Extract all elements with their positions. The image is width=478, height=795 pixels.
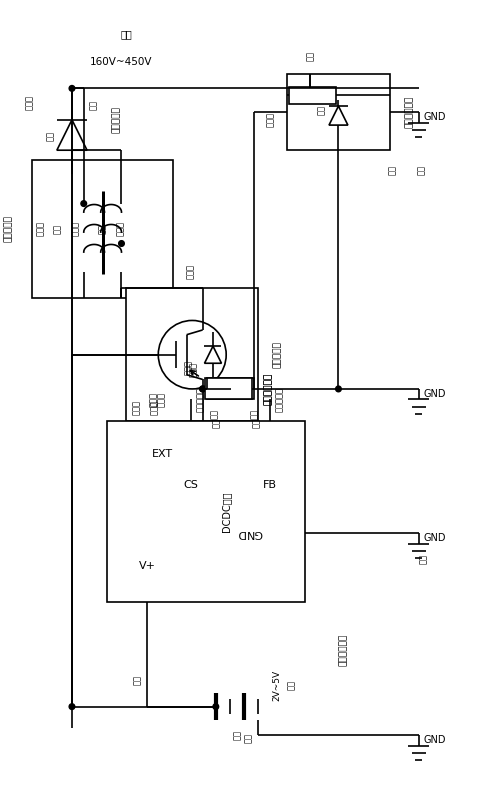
Text: 负极: 负极 — [388, 165, 397, 175]
Bar — [108, 421, 305, 602]
Text: 电流采样极: 电流采样极 — [196, 387, 205, 413]
Text: 160V~450V: 160V~450V — [90, 57, 153, 68]
Text: 正极: 正极 — [210, 409, 219, 419]
Bar — [32, 160, 174, 297]
Bar — [287, 74, 391, 150]
Bar — [207, 378, 254, 399]
Text: 负极: 负极 — [252, 418, 261, 429]
Text: 副边: 副边 — [98, 223, 107, 234]
Text: 变压器单元: 变压器单元 — [4, 215, 13, 242]
Text: 电压采样单元: 电压采样单元 — [405, 96, 413, 128]
Polygon shape — [57, 120, 87, 150]
Circle shape — [69, 86, 75, 91]
Polygon shape — [329, 106, 348, 125]
Text: 输出极: 输出极 — [25, 95, 34, 111]
Text: 输出极: 输出极 — [149, 393, 158, 407]
Text: 开关管单元: 开关管单元 — [272, 341, 282, 368]
Bar — [126, 288, 258, 421]
Circle shape — [81, 200, 87, 207]
Text: 控制极: 控制极 — [150, 400, 159, 414]
Text: 输出极: 输出极 — [186, 264, 196, 279]
Text: 2V~5V: 2V~5V — [272, 669, 282, 700]
Text: 正极: 正极 — [317, 105, 326, 114]
Text: CS: CS — [183, 479, 198, 490]
Text: EXT: EXT — [152, 449, 174, 459]
Text: 原边: 原边 — [54, 223, 62, 234]
Text: 输出极: 输出极 — [71, 221, 80, 236]
Text: 负极: 负极 — [250, 409, 259, 419]
Text: V+: V+ — [139, 560, 155, 571]
Polygon shape — [205, 346, 221, 363]
Text: 负极: 负极 — [419, 554, 428, 564]
Circle shape — [69, 704, 75, 709]
Text: GND: GND — [424, 112, 446, 122]
Text: 输出极: 输出极 — [266, 112, 274, 126]
Text: GND: GND — [424, 735, 446, 745]
Text: 低压电池单元: 低压电池单元 — [338, 634, 348, 665]
Text: 负极: 负极 — [416, 165, 425, 175]
Text: 负极: 负极 — [244, 732, 253, 743]
Text: GND: GND — [237, 529, 263, 538]
Text: 正极: 正极 — [287, 681, 296, 690]
Text: 正极: 正极 — [133, 676, 142, 685]
Text: 输出: 输出 — [120, 29, 132, 39]
Text: 输出极: 输出极 — [189, 363, 198, 378]
Circle shape — [200, 386, 206, 392]
Text: 电压采样极: 电压采样极 — [275, 387, 284, 413]
Circle shape — [200, 386, 206, 392]
Text: 输入极: 输入极 — [132, 400, 141, 414]
Text: 阳极: 阳极 — [46, 131, 55, 141]
Text: 二极管单元: 二极管单元 — [112, 106, 121, 133]
Text: 控制极: 控制极 — [157, 393, 166, 407]
Text: 正极: 正极 — [305, 51, 315, 61]
Circle shape — [213, 704, 218, 709]
Text: 正极: 正极 — [212, 418, 221, 429]
Text: 阴极: 阴极 — [89, 100, 98, 110]
Bar — [205, 378, 252, 399]
Text: FB: FB — [263, 479, 277, 490]
Text: GND: GND — [424, 533, 446, 543]
Circle shape — [119, 241, 124, 246]
Text: 负极: 负极 — [232, 730, 241, 740]
Circle shape — [336, 386, 341, 392]
Text: DCDC单元: DCDC单元 — [221, 491, 231, 532]
Text: 输出极: 输出极 — [184, 360, 193, 375]
Text: 电流采样单元: 电流采样单元 — [264, 373, 273, 405]
Text: 输入极: 输入极 — [36, 221, 45, 236]
Text: GND: GND — [424, 389, 446, 399]
Bar — [289, 87, 337, 104]
Text: 输入极: 输入极 — [116, 221, 125, 236]
Text: 电流采样单元: 电流采样单元 — [264, 373, 273, 405]
